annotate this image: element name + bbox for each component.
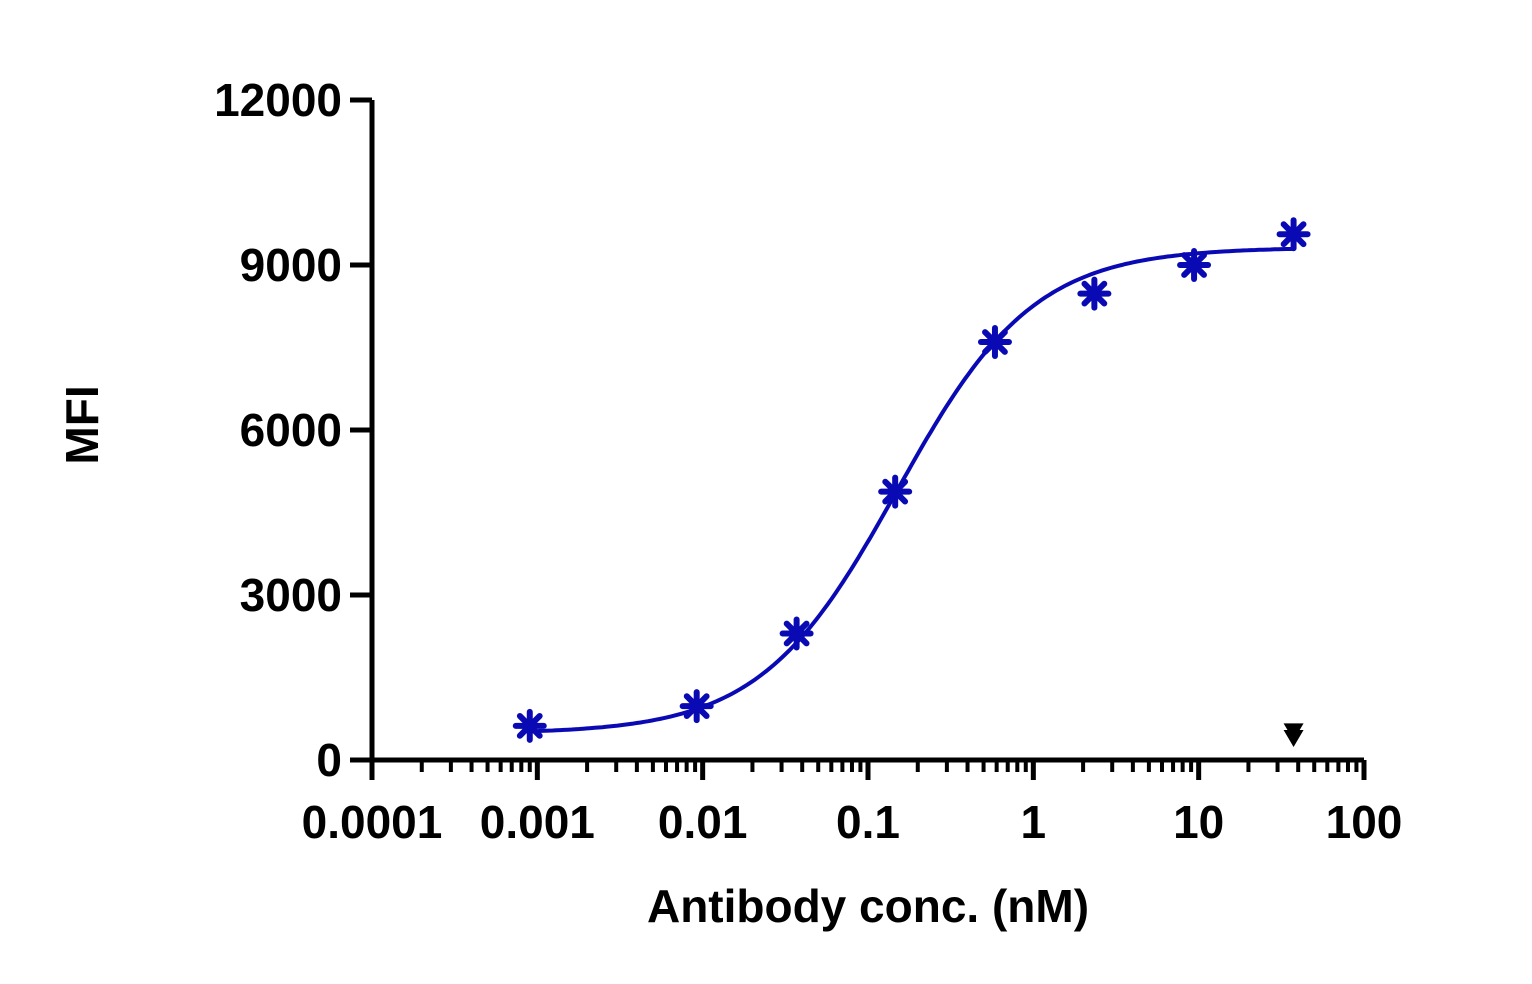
plot-area bbox=[512, 217, 1311, 747]
asterisk-stroke bbox=[982, 329, 1008, 355]
x-axis-title: Antibody conc. (nM) bbox=[647, 880, 1089, 932]
y-tick-label: 6000 bbox=[240, 404, 342, 456]
asterisk-stroke bbox=[783, 620, 810, 647]
y-tick-label: 3000 bbox=[240, 569, 342, 621]
x-axis: 0.0001 0.001 0.01 0.1 1 10 100 bbox=[302, 757, 1403, 848]
data-point bbox=[779, 616, 814, 651]
x-tick-label: 1 bbox=[1021, 796, 1047, 848]
asterisk-stroke bbox=[1280, 221, 1307, 248]
asterisk-stroke bbox=[1081, 280, 1108, 307]
data-point bbox=[1077, 276, 1112, 311]
asterisk-stroke bbox=[683, 693, 710, 719]
fit-curve bbox=[529, 246, 1294, 734]
data-point bbox=[977, 325, 1012, 359]
y-tick-label: 12000 bbox=[214, 74, 342, 126]
y-tick-label: 9000 bbox=[240, 239, 342, 291]
x-tick-label: 0.001 bbox=[480, 796, 595, 848]
x-tick-label: 0.01 bbox=[658, 796, 748, 848]
y-axis: 0 3000 6000 9000 12000 bbox=[214, 74, 375, 786]
y-tick-label: 0 bbox=[316, 734, 342, 786]
data-point bbox=[1276, 217, 1311, 252]
data-point bbox=[878, 474, 913, 509]
data-point bbox=[679, 689, 714, 724]
x-tick-label: 0.0001 bbox=[302, 796, 443, 848]
x-tick-label: 100 bbox=[1326, 796, 1403, 848]
data-point bbox=[1177, 248, 1212, 282]
asterisk-stroke bbox=[1181, 252, 1207, 278]
y-axis-title: MFI bbox=[56, 385, 108, 464]
x-tick-label: 10 bbox=[1173, 796, 1224, 848]
asterisk-stroke bbox=[882, 478, 909, 505]
data-point bbox=[1283, 730, 1304, 747]
asterisk-stroke bbox=[516, 713, 543, 739]
x-tick-label: 0.1 bbox=[836, 796, 900, 848]
data-point bbox=[512, 708, 547, 743]
